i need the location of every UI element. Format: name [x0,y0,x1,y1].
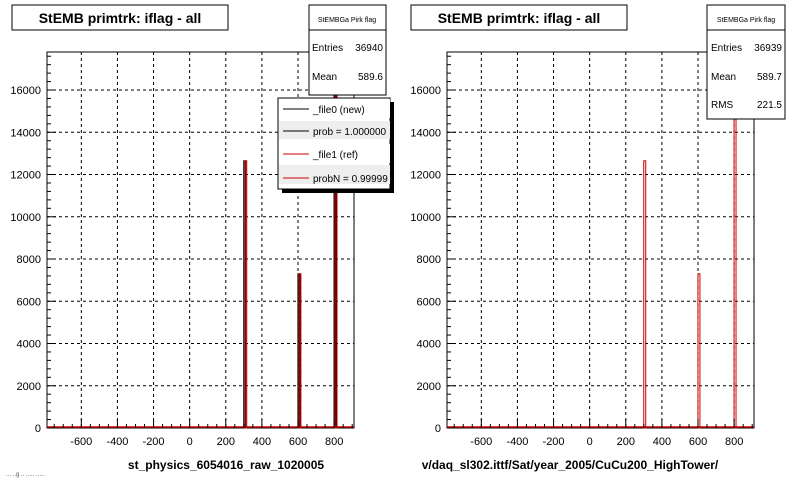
x-tick-label: 400 [253,436,271,448]
y-tick-label: 16000 [10,85,41,97]
y-tick-label: 10000 [410,212,441,224]
legend-label-probn: probN = 0.99999 [313,174,388,185]
x-tick-label: -200 [143,436,165,448]
histogram-bar [697,273,701,429]
right-title: StEMB primtrk: iflag - all [438,10,601,26]
left-legend: _file0 (new) prob = 1.000000 _file1 (ref… [277,97,394,193]
y-tick-label: 8000 [17,254,41,266]
left-y-ticks: 0 2000 4000 6000 8000 10000 12000 14000 16000 [10,55,56,435]
y-tick-label: 10000 [10,212,41,224]
x-tick-label: -200 [543,436,565,448]
x-tick-label: -600 [70,436,92,448]
histogram-bar [298,273,302,429]
histogram-bar [244,160,248,429]
y-tick-label: 12000 [410,170,441,182]
y-tick-label: 6000 [17,296,41,308]
histogram-bar [643,160,647,429]
right-stats-header: StEMBGa Pirk flag [717,17,775,24]
x-tick-label: 600 [289,436,307,448]
y-tick-label: 0 [435,423,441,435]
left-stats-box: StEMBGa Pirk flag Entries 36940 Mean 589… [308,4,387,96]
y-tick-label: 0 [35,423,41,435]
x-tick-label: 800 [325,436,343,448]
legend-label-file1: _file1 (ref) [312,150,358,161]
left-bars [47,70,354,429]
right-stats-mean-label: Mean [711,72,736,83]
y-tick-label: 6000 [417,296,441,308]
left-title-box: StEMB primtrk: iflag - all [11,4,229,31]
left-title: StEMB primtrk: iflag - all [39,10,202,26]
y-tick-label: 4000 [417,339,441,351]
right-stats-rms-label: RMS [711,100,734,111]
left-stats-entries-label: Entries [312,43,343,54]
y-tick-label: 4000 [17,339,41,351]
left-x-ticks: -600 -400 -200 0 200 400 600 800 [53,419,353,448]
right-frame [446,51,755,429]
x-tick-label: 0 [187,436,193,448]
left-x-axis-label: st_physics_6054016_raw_1020005 [128,458,324,472]
y-tick-label: 16000 [410,85,441,97]
y-tick-label: 14000 [410,127,441,139]
y-tick-label: 14000 [10,127,41,139]
x-tick-label: 200 [217,436,235,448]
left-stats-mean-value: 589.6 [358,72,383,83]
right-title-box: StEMB primtrk: iflag - all [410,4,628,31]
x-tick-label: 400 [653,436,671,448]
right-x-axis-label: v/daq_sl302.ittf/Sat/year_2005/CuCu200_H… [422,458,719,472]
right-y-ticks: 0 2000 4000 6000 8000 10000 12000 14000 16000 [410,55,456,435]
right-stats-mean-value: 589.7 [757,72,782,83]
right-stats-box: StEMBGa Pirk flag Entries 36939 Mean 589… [706,4,786,120]
x-tick-label: 0 [587,436,593,448]
x-tick-label: -400 [506,436,528,448]
x-tick-label: 200 [617,436,635,448]
right-x-ticks: -600 -400 -200 0 200 400 600 800 [453,419,753,448]
x-tick-label: -400 [106,436,128,448]
right-stats-entries-value: 36939 [754,43,782,54]
right-stats-rms-value: 221.5 [757,100,782,111]
x-tick-label: 600 [689,436,707,448]
x-tick-label: 800 [725,436,743,448]
legend-label-prob: prob = 1.000000 [313,127,387,138]
left-footnote: ... ..g .. ..... ..... [6,472,45,478]
left-stats-entries-value: 36940 [355,43,383,54]
left-stats-mean-label: Mean [312,72,337,83]
legend-label-file0: _file0 (new) [312,105,365,116]
y-tick-label: 2000 [17,381,41,393]
y-tick-label: 8000 [417,254,441,266]
y-tick-label: 2000 [417,381,441,393]
y-tick-label: 12000 [10,170,41,182]
x-tick-label: -600 [470,436,492,448]
right-stats-entries-label: Entries [711,43,742,54]
left-stats-header: StEMBGa Pirk flag [318,17,376,24]
